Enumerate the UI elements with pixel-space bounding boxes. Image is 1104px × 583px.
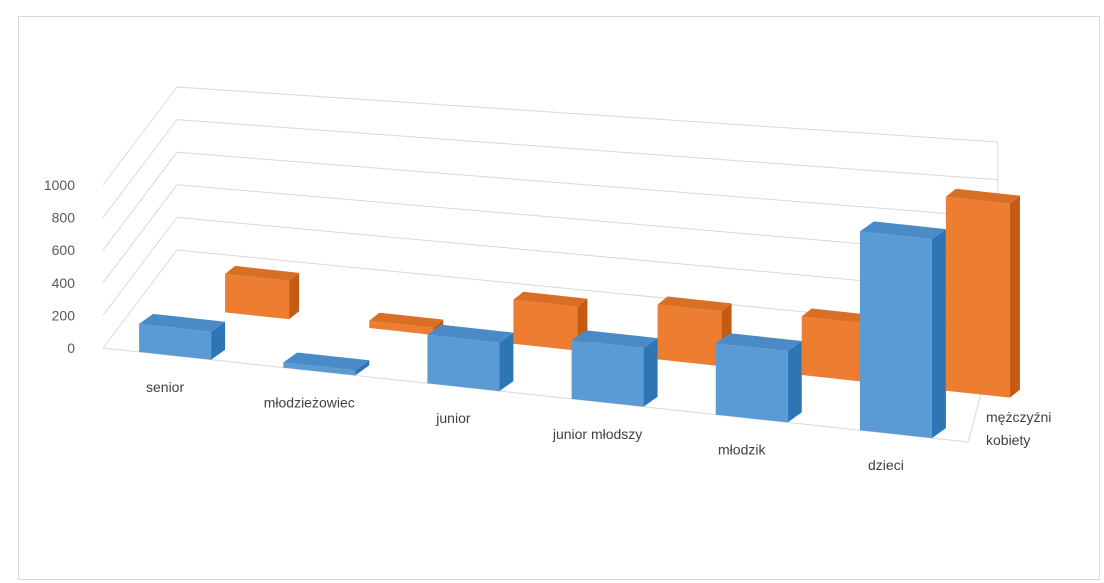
- series-front-bars: [139, 221, 946, 439]
- y-axis-ticks: 0 200 400 600 800 1000: [44, 177, 75, 356]
- bar-kobiety: [283, 352, 370, 376]
- floor-front-edge: [102, 347, 969, 443]
- series-label-mezczyzni: mężczyźni: [986, 409, 1051, 425]
- bar-face: [369, 320, 434, 335]
- bar-face: [715, 343, 788, 423]
- gridline-side: [102, 184, 178, 284]
- bar-face: [139, 323, 212, 360]
- bar-face: [801, 316, 866, 382]
- gridline-side: [102, 217, 178, 316]
- category-label: dzieci: [868, 457, 904, 473]
- bar-side: [289, 272, 300, 320]
- bar-face: [657, 304, 722, 367]
- bar-top: [945, 188, 1020, 204]
- bar-face: [513, 299, 578, 351]
- y-tick-label: 0: [67, 340, 75, 356]
- y-tick-label: 400: [52, 275, 76, 291]
- bar-face: [283, 362, 356, 376]
- gridline: [176, 86, 999, 143]
- bar-top: [801, 308, 876, 324]
- bar-side: [211, 321, 226, 360]
- gridline-side: [102, 119, 178, 218]
- bar-side: [1009, 195, 1020, 398]
- bar-top: [859, 221, 946, 240]
- gridline-side: [102, 86, 178, 186]
- bar-kobiety: [139, 313, 226, 360]
- chart-frame: 0 200 400 600 800 1000 senior młodzieżowiec jun…: [18, 16, 1100, 580]
- bar-side: [355, 360, 370, 376]
- y-tick-label: 800: [52, 210, 76, 226]
- bar-kobiety: [859, 221, 946, 439]
- gridline: [176, 151, 999, 219]
- gridline-side: [102, 151, 178, 251]
- bar-top: [513, 291, 588, 307]
- category-label: młodzik: [718, 442, 766, 458]
- series-back-bars: [225, 188, 1020, 398]
- bar-side: [931, 229, 946, 439]
- bar-top: [139, 313, 226, 332]
- category-label: junior młodszy: [552, 426, 642, 442]
- bar-top: [571, 330, 658, 349]
- bar-side: [643, 338, 658, 407]
- bar-face: [225, 273, 290, 320]
- y-tick-label: 600: [52, 242, 76, 258]
- bar-mezczyzni: [945, 188, 1020, 398]
- series-labels: mężczyźni kobiety: [986, 409, 1051, 448]
- chart: 0 200 400 600 800 1000 senior młodzieżowiec jun…: [44, 86, 1051, 473]
- category-label: młodzieżowiec: [264, 395, 355, 411]
- series-label-kobiety: kobiety: [986, 432, 1030, 448]
- y-tick-label: 1000: [44, 177, 75, 193]
- y-tick-label: 200: [52, 307, 76, 323]
- bar-kobiety: [715, 333, 802, 423]
- bar-face: [859, 231, 932, 439]
- category-label: senior: [146, 379, 184, 395]
- bar-face: [945, 196, 1010, 398]
- category-labels: senior młodzieżowiec junior junior młodszy m…: [146, 379, 904, 473]
- bar-mezczyzni: [225, 265, 300, 320]
- gridline: [176, 119, 999, 181]
- bar-face: [571, 340, 644, 407]
- bar-top: [427, 324, 514, 343]
- bar-side: [499, 332, 514, 392]
- bar-side: [787, 341, 802, 423]
- category-label: junior: [435, 410, 471, 426]
- bar-kobiety: [427, 324, 514, 392]
- bar-top: [715, 333, 802, 352]
- bar-mezczyzni: [513, 291, 588, 351]
- bar-top: [657, 296, 732, 312]
- gridline-side: [102, 249, 178, 349]
- bar-face: [427, 334, 500, 392]
- bar-kobiety: [571, 330, 658, 407]
- bar-top: [225, 265, 300, 281]
- bar-top: [283, 352, 370, 371]
- bar-top: [369, 312, 444, 328]
